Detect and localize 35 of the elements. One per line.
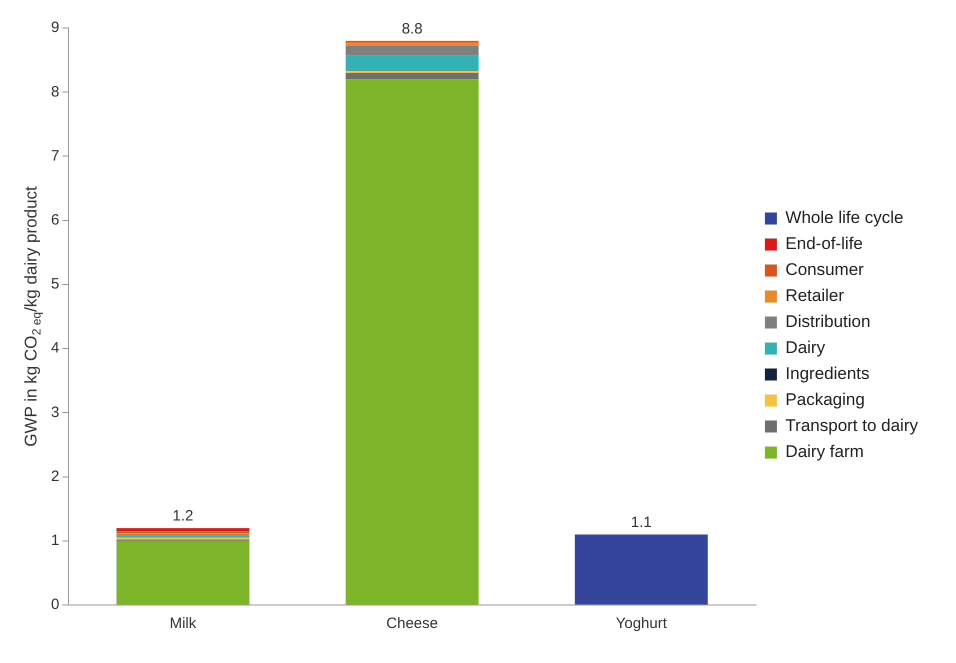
y-tick-label: 0 <box>51 596 60 614</box>
legend-label: Transport to dairy <box>785 416 918 436</box>
bar <box>346 46 479 56</box>
bar <box>346 42 479 46</box>
total-label: 1.1 <box>630 514 652 532</box>
y-tick-label: 2 <box>51 468 60 485</box>
bar <box>346 56 479 71</box>
total-label: 8.8 <box>402 20 423 38</box>
x-tick-label: Milk <box>170 615 197 632</box>
x-tick-label: Yoghurt <box>616 615 668 632</box>
legend-label: Retailer <box>785 286 844 306</box>
legend-label: Consumer <box>785 260 864 280</box>
legend-label: End-of-life <box>785 234 863 254</box>
y-tick-label: 8 <box>51 83 60 100</box>
legend-label: Distribution <box>785 312 870 332</box>
bar <box>116 528 250 532</box>
y-tick-label: 5 <box>51 276 60 293</box>
bar <box>116 540 250 604</box>
bar <box>574 534 708 604</box>
legend-label: Ingredients <box>785 364 870 384</box>
y-tick-label: 6 <box>51 211 60 228</box>
bar <box>346 79 479 604</box>
legend-label: Whole life cycle <box>785 208 904 228</box>
y-tick-label: 1 <box>51 532 60 550</box>
legend-label: Dairy farm <box>785 442 864 462</box>
y-axis-title: GWP in kg CO2 eq/kg dairy product <box>22 186 44 447</box>
bar <box>346 72 479 80</box>
total-label: 1.2 <box>172 508 194 525</box>
x-tick-label: Cheese <box>386 615 438 632</box>
y-tick-label: 9 <box>51 19 60 36</box>
y-tick-label: 7 <box>51 147 60 164</box>
y-tick-label: 4 <box>51 340 60 357</box>
legend-label: Packaging <box>785 390 865 410</box>
y-tick-label: 3 <box>51 404 60 421</box>
legend-label: Dairy <box>785 338 826 358</box>
